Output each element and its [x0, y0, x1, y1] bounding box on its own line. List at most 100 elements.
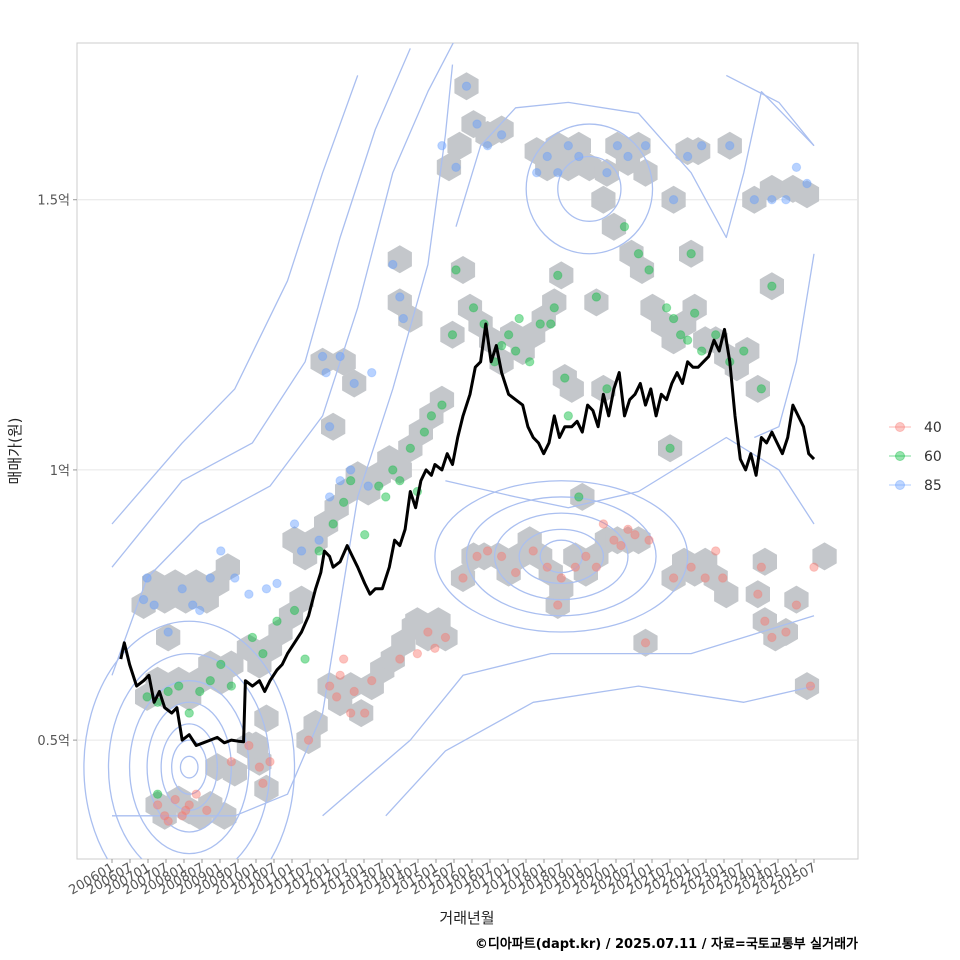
density-contour	[171, 739, 208, 795]
hex-bin	[626, 131, 651, 160]
scatter-point-40	[482, 546, 493, 556]
scatter-point-40	[581, 551, 591, 562]
hex-bin	[542, 288, 567, 317]
scatter-point-40	[202, 805, 212, 816]
scatter-point-60	[602, 384, 612, 394]
scatter-point-60	[360, 530, 370, 540]
scatter-point-40	[335, 670, 345, 680]
hex-bin	[629, 256, 655, 284]
scatter-point-60	[142, 692, 152, 702]
hex-bin	[549, 261, 574, 290]
median-price-line	[119, 322, 816, 747]
scatter-point-85	[461, 81, 472, 91]
scatter-point-60	[553, 270, 563, 281]
hex-bin	[591, 374, 616, 403]
hex-bin	[812, 542, 837, 571]
hex-bin	[254, 774, 279, 803]
scatter-point-85	[696, 140, 707, 151]
hex-bin	[243, 731, 268, 760]
scatter-point-40	[718, 573, 728, 583]
density-contour	[465, 496, 657, 617]
scatter-point-40	[244, 740, 254, 751]
hex-bin	[405, 607, 430, 636]
hex-bin	[440, 320, 465, 349]
hex-bin	[489, 115, 514, 144]
scatter-point-40	[395, 654, 405, 664]
scatter-point-85	[296, 546, 307, 556]
scatter-point-85	[324, 421, 335, 432]
hex-bin	[717, 131, 742, 160]
scatter-point-40	[686, 562, 696, 572]
density-contour	[128, 680, 250, 855]
scatter-point-60	[675, 330, 686, 340]
hex-bin	[794, 672, 820, 701]
density-contour	[111, 43, 454, 676]
scatter-point-85	[244, 589, 254, 599]
scatter-point-85	[138, 594, 149, 605]
hex-bin	[633, 628, 658, 657]
scatter-point-60	[247, 632, 258, 643]
density-contour	[754, 253, 815, 439]
scatter-point-40	[412, 648, 423, 659]
scatter-point-60	[226, 681, 237, 691]
y-axis-title: 매매가(원)	[6, 418, 24, 485]
scatter-point-85	[781, 195, 791, 205]
scatter-point-60	[314, 546, 324, 556]
scatter-point-60	[756, 384, 767, 394]
scatter-point-60	[419, 427, 430, 437]
scatter-point-85	[317, 351, 328, 362]
scatter-point-60	[633, 249, 644, 259]
scatter-point-40	[181, 805, 191, 816]
scatter-point-85	[767, 195, 777, 205]
scatter-point-40	[423, 627, 433, 637]
scatter-point-60	[216, 659, 226, 670]
density-contour	[539, 539, 583, 574]
scatter-point-85	[335, 476, 345, 486]
density-contour	[434, 480, 689, 633]
density-contour	[493, 512, 629, 601]
scatter-point-40	[556, 573, 566, 583]
hex-bin	[338, 672, 363, 701]
scatter-point-85	[272, 578, 282, 589]
x-axis-title: 거래년월	[439, 909, 494, 927]
scatter-point-60	[205, 675, 215, 686]
scatter-point-85	[314, 535, 324, 545]
scatter-point-60	[468, 303, 479, 313]
scatter-point-40	[258, 778, 268, 789]
density-contour	[385, 685, 815, 817]
scatter-point-40	[159, 811, 170, 821]
scatter-point-60	[426, 411, 437, 421]
scatter-point-85	[623, 151, 633, 162]
hex-bin	[714, 580, 739, 609]
density-contour	[322, 615, 815, 817]
scatter-point-40	[177, 811, 187, 821]
scatter-point-60	[739, 346, 749, 356]
scatter-point-40	[542, 562, 552, 572]
scatter-point-40	[668, 573, 679, 583]
scatter-point-40	[360, 708, 370, 718]
density-contour	[179, 755, 199, 779]
scatter-point-40	[226, 757, 237, 767]
scatter-point-60	[503, 330, 514, 340]
scatter-point-60	[644, 265, 654, 275]
scatter-point-85	[321, 367, 331, 378]
scatter-point-40	[644, 535, 654, 545]
scatter-point-85	[216, 546, 226, 556]
density-contour	[445, 436, 815, 525]
legend-key-85	[895, 480, 905, 490]
legend-label: 60	[924, 449, 942, 465]
scatter-point-60	[689, 308, 700, 318]
median-line-layer	[119, 322, 816, 747]
scatter-point-85	[398, 313, 409, 324]
hex-bin	[349, 699, 374, 728]
scatter-point-60	[381, 492, 391, 502]
scatter-point-85	[230, 573, 240, 583]
scatter-point-85	[142, 573, 152, 583]
scatter-point-60	[405, 443, 416, 453]
scatter-point-85	[367, 367, 377, 378]
scatter-point-40	[553, 600, 563, 610]
scatter-point-40	[265, 757, 275, 767]
scatter-point-40	[616, 540, 626, 551]
hex-bin	[584, 288, 609, 317]
scatter-point-85	[388, 259, 398, 270]
